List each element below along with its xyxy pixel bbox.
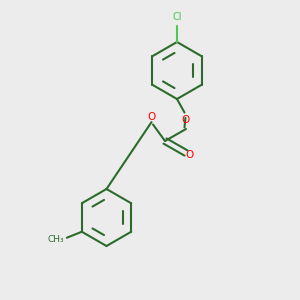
Text: O: O [147,112,156,122]
Text: Cl: Cl [172,12,182,22]
Text: O: O [186,149,194,160]
Text: CH₃: CH₃ [48,235,64,244]
Text: O: O [181,115,190,124]
